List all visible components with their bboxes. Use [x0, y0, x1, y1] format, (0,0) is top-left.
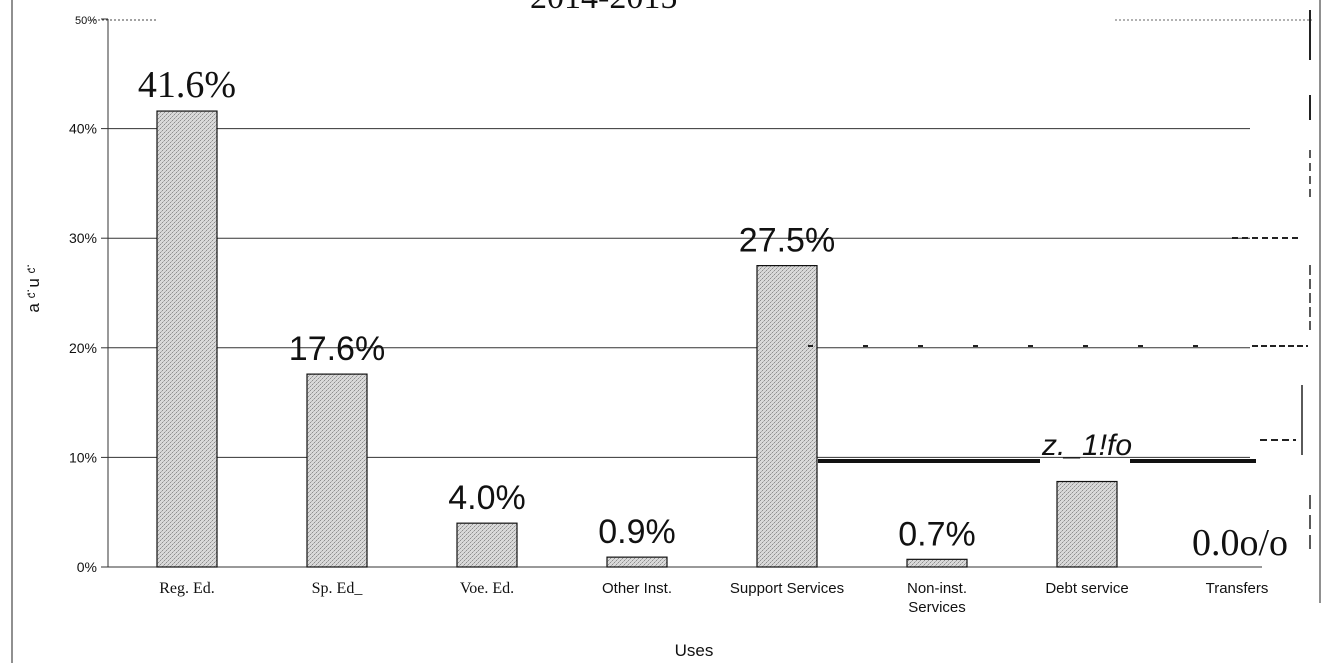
- data-label: 27.5%: [739, 222, 835, 260]
- data-label: 0.9%: [598, 513, 676, 551]
- y-tick-label: 0%: [77, 559, 97, 575]
- bar: [156, 110, 218, 568]
- data-label: 4.0%: [448, 479, 526, 517]
- x-tick-label: Sp. Ed_: [312, 580, 364, 597]
- x-tick-label: Support Services: [730, 580, 844, 597]
- bar: [906, 558, 968, 568]
- data-labels: 41.6% 17.6% 4.0% 0.9% 27.5% 0.7% z._1!fo 0.0o/o: [138, 64, 1288, 564]
- x-tick-label: Transfers: [1206, 580, 1269, 597]
- bar: [1056, 480, 1118, 568]
- chart-title: 2014-2015: [530, 0, 677, 16]
- x-tick-label: Debt service: [1045, 580, 1128, 597]
- bar: [606, 556, 668, 568]
- x-axis-title: Uses: [675, 641, 714, 660]
- data-label: z._1!fo: [1041, 429, 1132, 462]
- y-axis-title: a ᶜ̈ u ᶜ̈: [24, 264, 43, 312]
- x-tick-label: Other Inst.: [602, 580, 672, 597]
- gridlines: [107, 19, 1262, 568]
- scan-artifacts: [90, 10, 1312, 555]
- x-axis-categories: Reg. Ed. Sp. Ed_ Voe. Ed. Other Inst. Suppor…: [159, 580, 1268, 616]
- data-label: 41.6%: [138, 64, 236, 106]
- y-tick-label: 30%: [69, 230, 97, 246]
- bar: [756, 265, 818, 568]
- x-tick-label: Non-inst.: [907, 580, 967, 597]
- data-label: 17.6%: [289, 330, 385, 368]
- y-tick-label: 40%: [69, 121, 97, 137]
- x-tick-label: Reg. Ed.: [159, 580, 215, 597]
- x-tick-label: Services: [908, 599, 966, 616]
- y-axis-ticks: 0% 10% 20% 30% 40% 50%: [69, 15, 108, 575]
- data-label: 0.0o/o: [1192, 522, 1288, 564]
- bar: [456, 522, 518, 568]
- data-label: 0.7%: [898, 515, 976, 553]
- y-tick-label: 10%: [69, 449, 97, 465]
- x-tick-label: Voe. Ed.: [460, 580, 514, 597]
- bar: [306, 373, 368, 568]
- y-tick-label: 50%: [75, 15, 97, 27]
- bars: [156, 110, 1118, 568]
- y-tick-label: 20%: [69, 340, 97, 356]
